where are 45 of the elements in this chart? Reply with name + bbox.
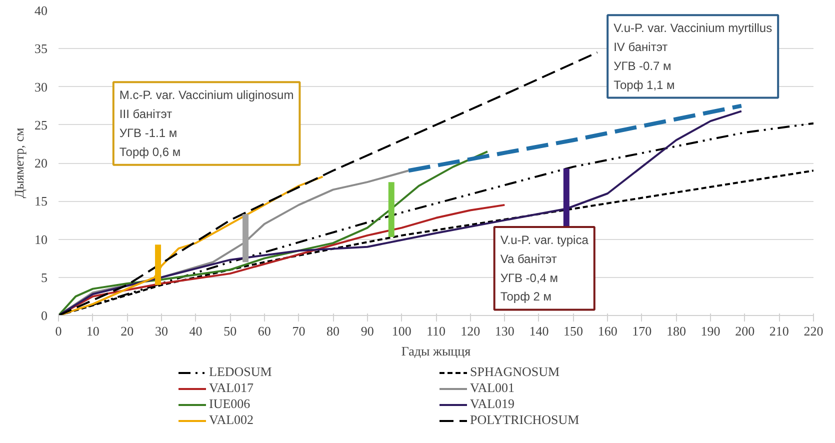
y-tick-label: 20 <box>34 156 48 170</box>
x-tick-label: 220 <box>804 324 824 338</box>
y-tick-label: 0 <box>41 308 48 323</box>
y-tick-label: 10 <box>34 232 48 247</box>
x-tick-label: 200 <box>735 324 755 338</box>
x-tick-label: 10 <box>86 324 100 338</box>
x-tick-label: 50 <box>224 324 237 338</box>
x-tick-label: 30 <box>154 324 168 338</box>
legend-label: VAL001 <box>470 380 516 396</box>
x-tick-label: 160 <box>598 324 618 338</box>
legend-label: VAL019 <box>470 396 516 412</box>
x-tick-label: 120 <box>460 324 480 338</box>
legend-label: POLYTRICHOSUM <box>470 412 580 428</box>
legend-label: SPHAGNOSUM <box>470 364 561 380</box>
x-tick-label: 90 <box>360 324 374 338</box>
x-tick-label: 100 <box>392 324 412 338</box>
y-tick-label: 40 <box>34 3 48 18</box>
x-tick-label: 210 <box>769 324 789 338</box>
legend-label: VAL017 <box>209 380 255 396</box>
legend-label: LEDOSUM <box>209 364 273 380</box>
x-tick-label: 110 <box>426 324 446 338</box>
x-tick-label: 170 <box>632 324 652 338</box>
x-tick-label: 140 <box>529 324 549 338</box>
y-tick-label: 25 <box>34 117 48 132</box>
annotation: M.c-P. var. Vaccinium uliginosum III банітэт УГВ -1.1 м Торф 0,6 м <box>119 88 294 159</box>
legend-label: VAL002 <box>209 412 255 428</box>
x-tick-label: 80 <box>326 324 340 338</box>
x-tick-label: 60 <box>258 324 271 338</box>
y-tick-label: 15 <box>34 194 48 209</box>
y-tick-label: 35 <box>34 41 48 56</box>
x-tick-label: 70 <box>292 324 306 338</box>
x-tick-label: 150 <box>564 324 584 338</box>
x-tick-label: 130 <box>494 324 514 338</box>
x-tick-label: 180 <box>666 324 686 338</box>
y-tick-label: 5 <box>41 270 48 285</box>
x-axis-title: Гады жыцця <box>401 344 471 358</box>
annotation: V.u-P. var. Vaccinium myrtillus IV банітэт УГВ -0.7 м Торф 1,1 м <box>614 21 772 92</box>
annotation: V.u-P. var. typica Va банітэт УГВ -0,4 м Торф 2 м <box>500 233 589 304</box>
x-tick-label: 190 <box>700 324 720 338</box>
x-tick-label: 40 <box>189 324 202 338</box>
y-axis-title: Дыяметр, см <box>12 128 26 198</box>
x-tick-label: 20 <box>120 324 134 338</box>
x-tick-label: 0 <box>55 324 62 338</box>
legend-label: IUE006 <box>209 396 252 412</box>
y-tick-label: 30 <box>34 79 48 94</box>
